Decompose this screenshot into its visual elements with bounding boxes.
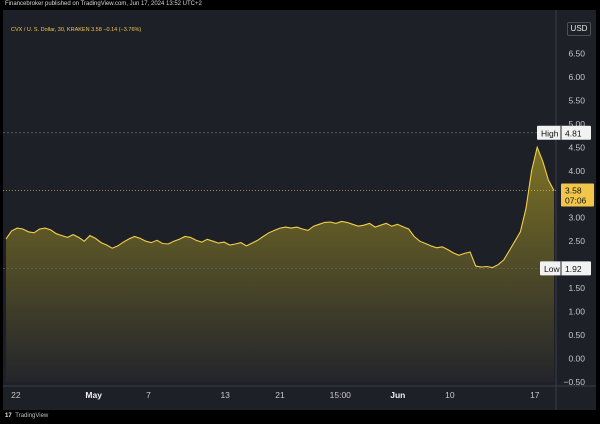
publisher-credit: Financebroker published on TradingView.c…: [5, 1, 202, 7]
price-tick-label: 1.50: [568, 283, 585, 293]
last-price-marker[interactable]: [561, 183, 594, 207]
currency-selector[interactable]: USD: [567, 22, 591, 36]
tradingview-brand[interactable]: 17 TradingView: [5, 413, 48, 419]
price-chart[interactable]: 7.006.506.005.505.004.504.003.503.002.50…: [3, 10, 596, 410]
price-tick-label: 0.50: [568, 330, 585, 340]
price-tick-label: 2.50: [568, 236, 585, 246]
time-tick-label: May: [85, 390, 102, 400]
low-value: 1.92: [565, 264, 582, 274]
price-tick-label: 4.50: [568, 142, 585, 152]
low-marker: [540, 261, 591, 276]
high-label: High: [541, 128, 559, 138]
price-tick-label: 4.00: [568, 166, 585, 176]
price-tick-label: 1.00: [568, 307, 585, 317]
time-tick-label: 21: [275, 390, 285, 400]
tradingview-logo-icon: 17: [5, 413, 12, 419]
low-label: Low: [544, 264, 560, 274]
price-tick-label: 0.00: [568, 354, 585, 364]
time-tick-label: 15:00: [330, 390, 352, 400]
price-tick-label: 5.50: [568, 95, 585, 105]
header-bar: Financebroker published on TradingView.c…: [0, 0, 600, 10]
high-marker: [537, 125, 591, 140]
brand-name: TradingView: [15, 413, 49, 419]
price-tick-label: 6.00: [568, 72, 585, 82]
time-tick-label: 10: [445, 390, 455, 400]
last-price-value: 3.58: [565, 186, 582, 196]
time-tick-label: 17: [530, 390, 540, 400]
price-tick-label: 5.00: [568, 119, 585, 129]
price-line-series[interactable]: [5, 145, 555, 269]
price-tick-label: 3.00: [568, 213, 585, 223]
high-value: 4.81: [565, 128, 582, 138]
footer-bar: 17 TradingView: [0, 410, 600, 424]
price-tick-label: −0.50: [563, 377, 585, 387]
chart-pane[interactable]: 7.006.506.005.505.004.504.003.503.002.50…: [3, 10, 596, 410]
time-tick-label: 13: [220, 390, 230, 400]
time-tick-label: 22: [11, 390, 21, 400]
price-area-fill: [6, 147, 554, 382]
price-tick-label: 6.50: [568, 48, 585, 58]
bar-countdown: 07:06: [565, 196, 587, 206]
time-tick-label: 7: [146, 390, 151, 400]
time-tick-label: Jun: [390, 390, 405, 400]
symbol-legend[interactable]: CVX / U. S. Dollar, 30, KRAKEN 3.58 −0.1…: [11, 27, 142, 33]
